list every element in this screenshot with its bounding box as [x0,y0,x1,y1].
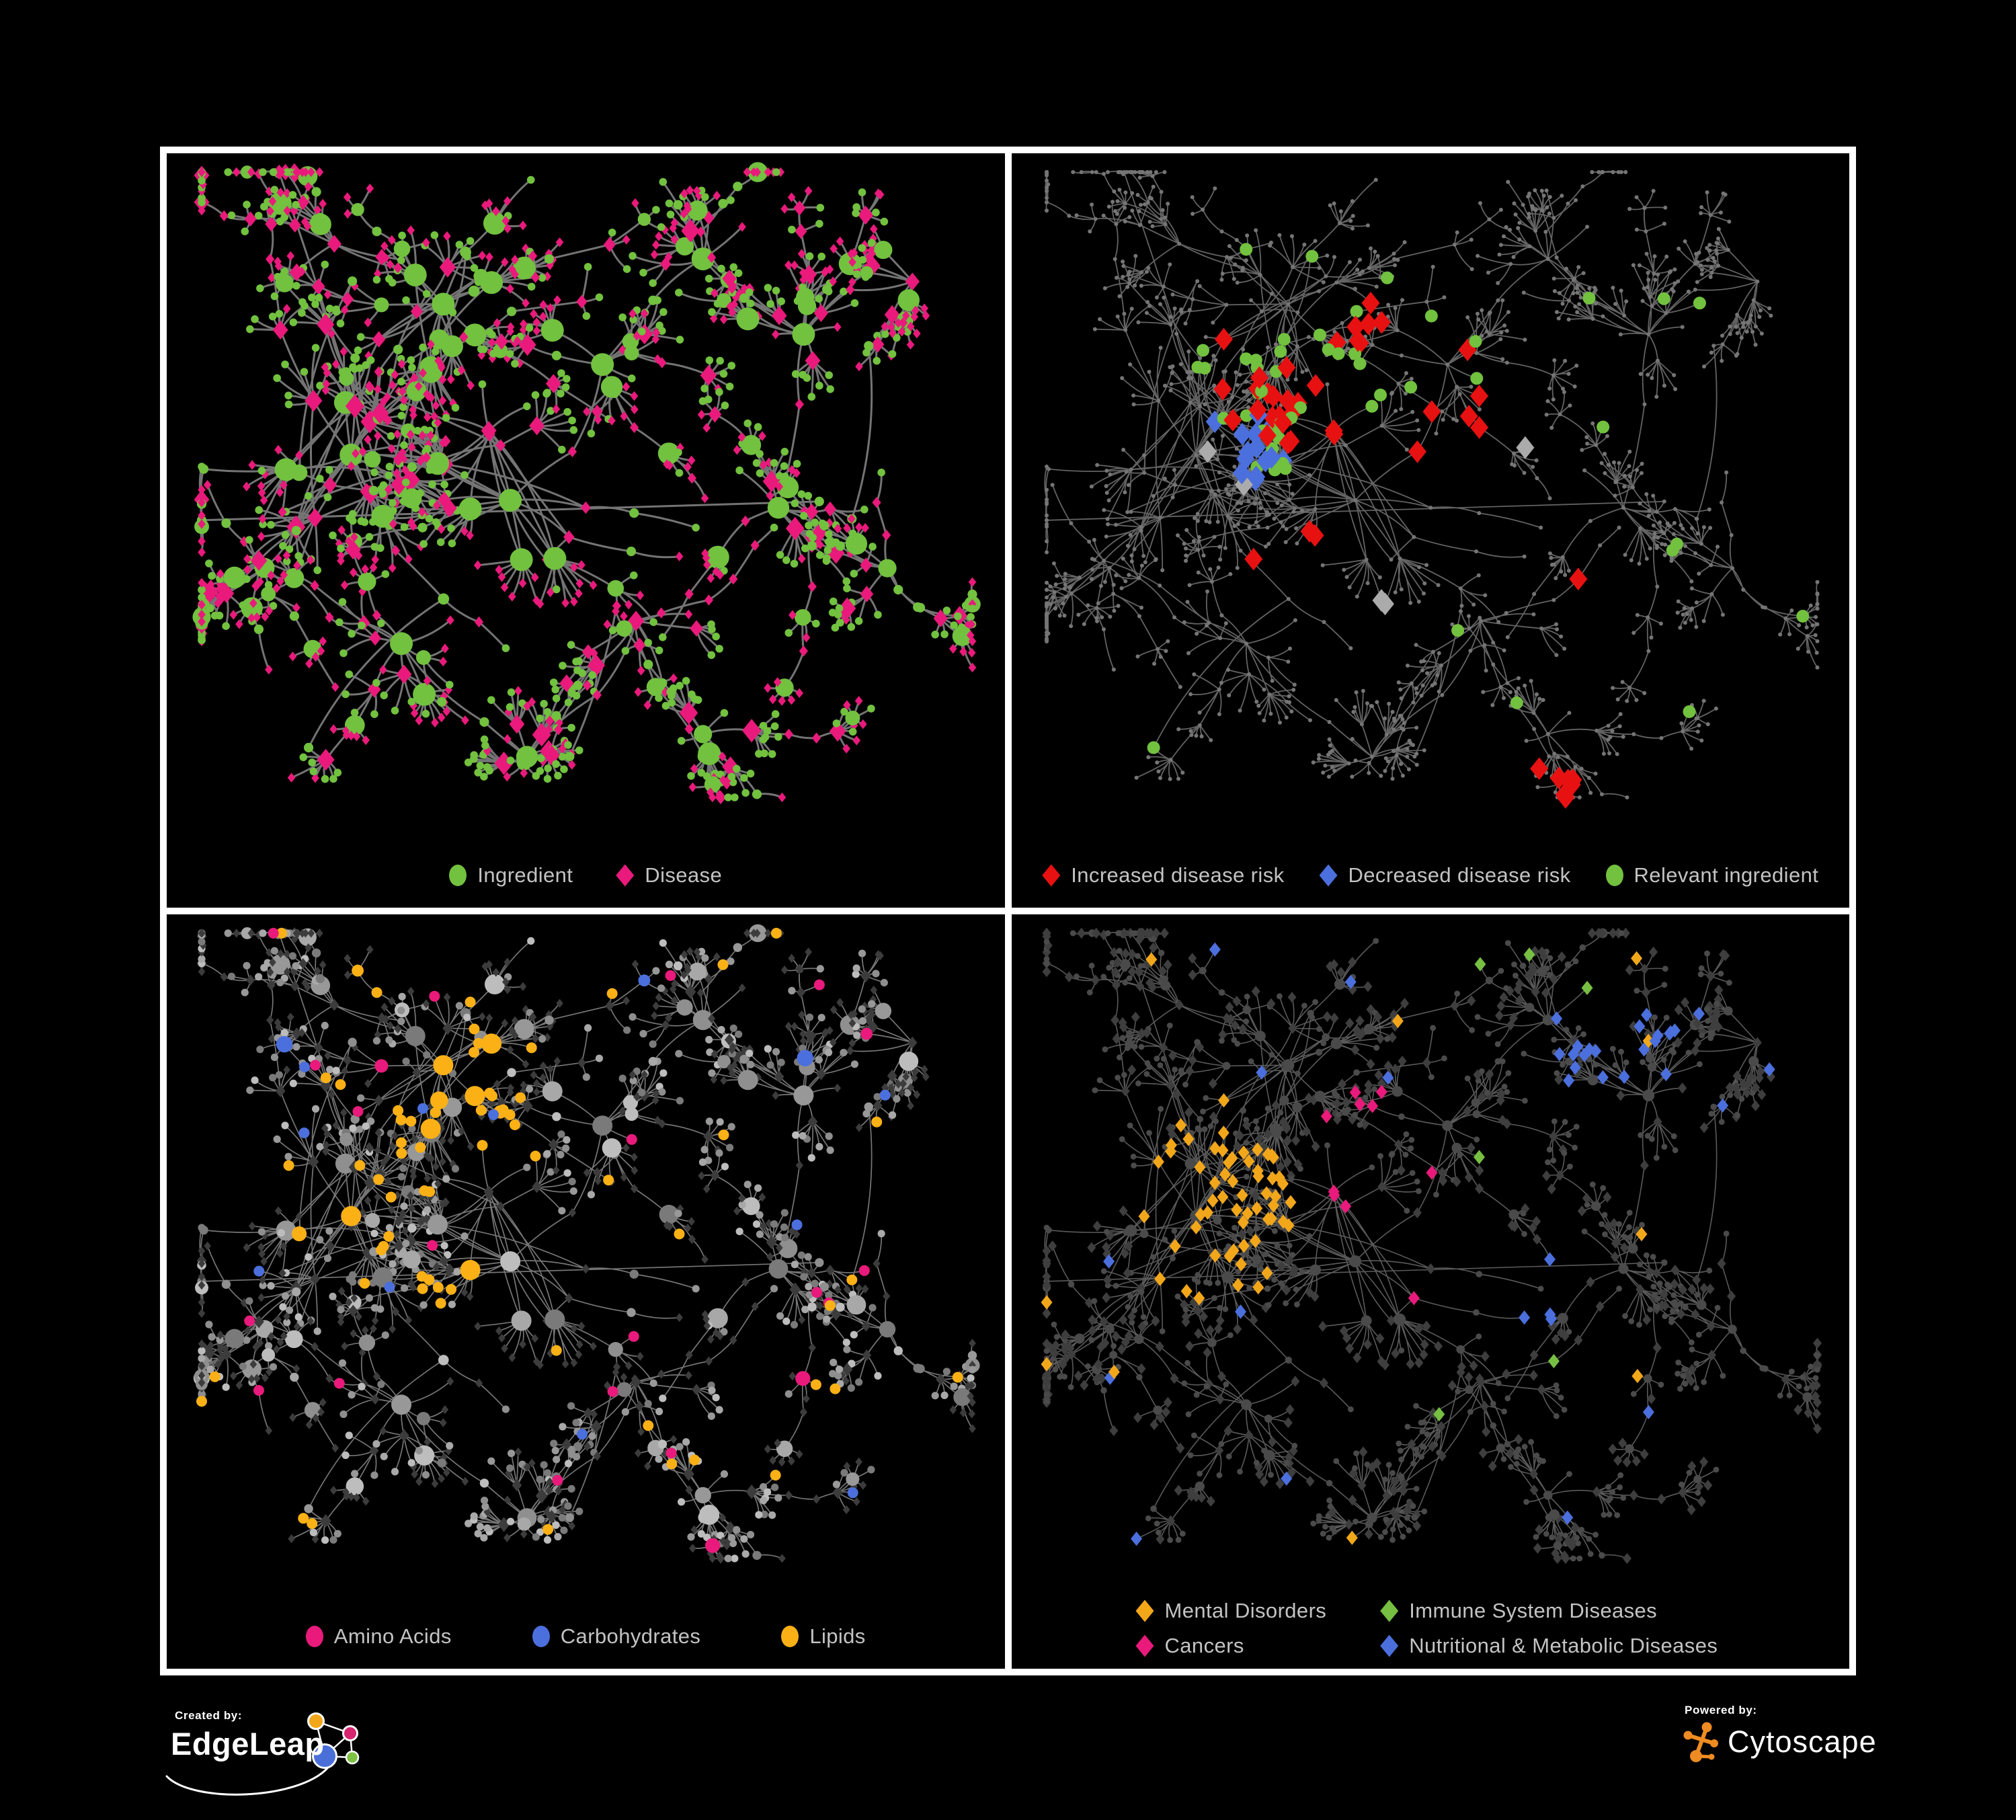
cytoscape-brand-block: Powered by: Cytoscape [1682,1704,1910,1791]
panel-disease-categories-network: Mental Disorders Immune System Diseases … [1011,914,1849,1669]
cytoscape-logo-icon [1683,1722,1718,1762]
carbohydrates-circle-icon [532,1626,550,1647]
legend-label-nutritional-metabolic: Nutritional & Metabolic Diseases [1409,1634,1718,1657]
created-by-label: Created by: [175,1709,243,1722]
legend-label-amino-acids: Amino Acids [333,1624,452,1648]
legend-item-lipids: Lipids [781,1624,865,1649]
legend-item-mental-disorders: Mental Disorders [1135,1599,1327,1623]
legend-item-relevant-ingredient: Relevant ingredient [1605,863,1819,887]
relevant-ingredient-circle-icon [1605,865,1623,886]
edgeleap-brand-name: EdgeLeap [171,1726,325,1762]
lipids-circle-icon [781,1626,799,1647]
legend-item-decreased-risk: Decreased disease risk [1319,863,1571,887]
network-graph-ingredient-disease [192,162,981,805]
legend-label-cancers: Cancers [1164,1634,1244,1657]
network-graph-disease-categories [1041,927,1822,1565]
increased-risk-diamond-icon [1042,864,1061,887]
legend-label-increased-risk: Increased disease risk [1071,863,1285,887]
decreased-risk-diamond-icon [1319,864,1338,887]
legend-nutrients: Amino Acids Carbohydrates Lipids [167,1624,1005,1649]
legend-item-increased-risk: Increased disease risk [1042,863,1284,887]
legend-ingredient-disease: Ingredient Disease [167,863,1005,887]
legend-item-disease: Disease [616,863,722,887]
legend-item-ingredient: Ingredient [449,863,573,887]
legend-item-amino-acids: Amino Acids [305,1624,452,1649]
legend-disease-risk: Increased disease risk Decreased disease… [1012,863,1850,887]
legend-label-relevant-ingredient: Relevant ingredient [1634,863,1819,887]
legend-label-ingredient: Ingredient [477,863,573,887]
legend-label-decreased-risk: Decreased disease risk [1348,863,1571,887]
cancers-diamond-icon [1135,1634,1154,1657]
powered-by-label: Powered by: [1685,1704,1757,1716]
legend-item-carbohydrates: Carbohydrates [532,1624,701,1649]
immune-diseases-diamond-icon [1380,1599,1399,1622]
legend-item-immune-diseases: Immune System Diseases [1380,1599,1718,1623]
amino-acids-circle-icon [305,1626,323,1647]
legend-label-disease: Disease [645,863,723,887]
edgeleap-brand-block: Created by: EdgeLeap [160,1701,389,1809]
legend-disease-categories: Mental Disorders Immune System Diseases … [1135,1599,1718,1658]
panel-nutrients-network: Amino Acids Carbohydrates Lipids [167,914,1005,1669]
panel-disease-risk-network: Increased disease risk Decreased disease… [1011,153,1850,908]
disease-diamond-icon [616,864,635,887]
legend-label-immune-diseases: Immune System Diseases [1409,1599,1658,1622]
network-graph-disease-risk [1043,170,1819,809]
edgeleap-logo-icon [165,1712,360,1796]
legend-label-mental-disorders: Mental Disorders [1164,1599,1327,1622]
nutritional-metabolic-diamond-icon [1380,1634,1399,1657]
ingredient-circle-icon [449,865,467,886]
mental-disorders-diamond-icon [1135,1599,1154,1622]
legend-label-carbohydrates: Carbohydrates [560,1624,701,1648]
legend-item-nutritional-metabolic: Nutritional & Metabolic Diseases [1380,1634,1718,1658]
cytoscape-brand-name: Cytoscape [1728,1725,1877,1759]
network-graph-nutrients [193,924,980,1564]
panels-grid: Ingredient Disease Increased disease ris… [160,147,1856,1675]
legend-label-lipids: Lipids [809,1624,866,1648]
panel-ingredient-disease-network: Ingredient Disease [167,153,1005,908]
legend-item-cancers: Cancers [1135,1634,1327,1658]
